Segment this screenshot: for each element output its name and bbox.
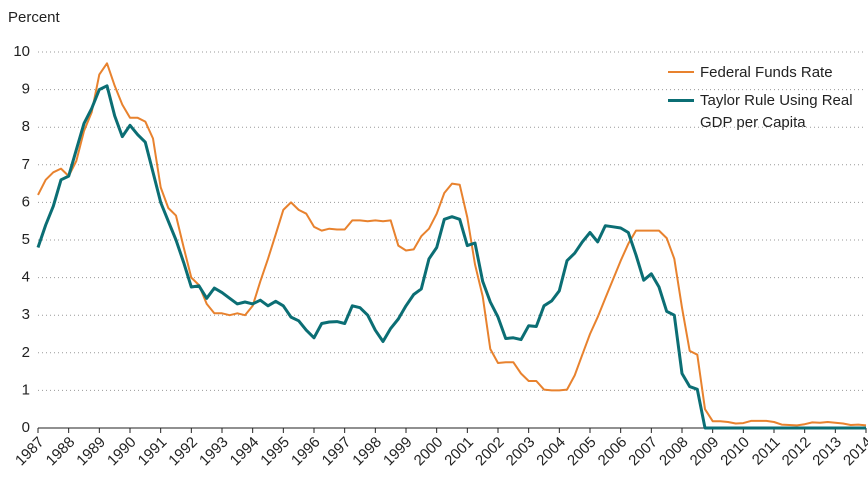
x-tick-label: 2011 [749,434,784,469]
x-tick-label: 2009 [687,434,723,470]
x-tick-label: 2005 [564,434,600,470]
x-tick-label: 1989 [73,434,109,470]
legend-item: Taylor Rule Using Real GDP per Capita [668,90,868,134]
x-tick-label: 1991 [135,434,171,470]
x-tick-label: 2014 [840,434,868,470]
series-line [37,62,867,427]
y-tick-label: 0 [22,419,30,436]
x-tick-label: 2006 [595,434,631,470]
x-tick-label: 1992 [165,434,201,470]
x-tick-label: 1987 [12,434,48,470]
x-tick-label: 1995 [257,434,293,470]
legend: Federal Funds Rate Taylor Rule Using Real… [668,62,868,140]
y-tick-label: 9 [22,81,30,98]
y-tick-label: 6 [22,193,30,210]
x-tick-label: 2003 [503,434,539,470]
legend-swatch [668,71,694,73]
x-tick-label: 1988 [43,434,79,470]
y-tick-label: 5 [22,231,30,248]
x-tick-label: 2010 [717,434,753,470]
legend-swatch [668,99,694,102]
y-tick-label: 10 [13,43,30,60]
y-tick-label: 8 [22,118,30,135]
x-tick-label: 1999 [380,434,416,470]
x-tick-label: 2002 [472,434,508,470]
x-tick-label: 2004 [533,434,569,470]
y-tick-label: 1 [22,381,30,398]
series-line [36,84,866,430]
y-axis-label: Percent [8,9,61,26]
x-tick-label: 1994 [227,434,263,470]
x-tick-label: 2007 [625,434,661,470]
x-tick-label: 2008 [656,434,692,470]
y-tick-label: 4 [22,269,30,286]
x-tick-label: 1990 [104,434,140,470]
x-tick-label: 2012 [779,434,815,470]
y-tick-label: 2 [22,344,30,361]
x-tick-label: 1996 [288,434,324,470]
legend-label: Federal Funds Rate [700,64,833,81]
x-tick-label: 2000 [411,434,447,470]
legend-item: Federal Funds Rate [668,62,868,84]
x-tick-label: 1997 [319,434,355,470]
x-tick-label: 1998 [349,434,385,470]
legend-label: Taylor Rule Using Real GDP per Capita [700,92,853,131]
y-tick-label: 7 [22,156,30,173]
x-tick-label: 1993 [196,434,232,470]
x-tick-label: 2013 [809,434,845,470]
y-tick-label: 3 [22,306,30,323]
x-tick-label: 2001 [441,434,477,470]
